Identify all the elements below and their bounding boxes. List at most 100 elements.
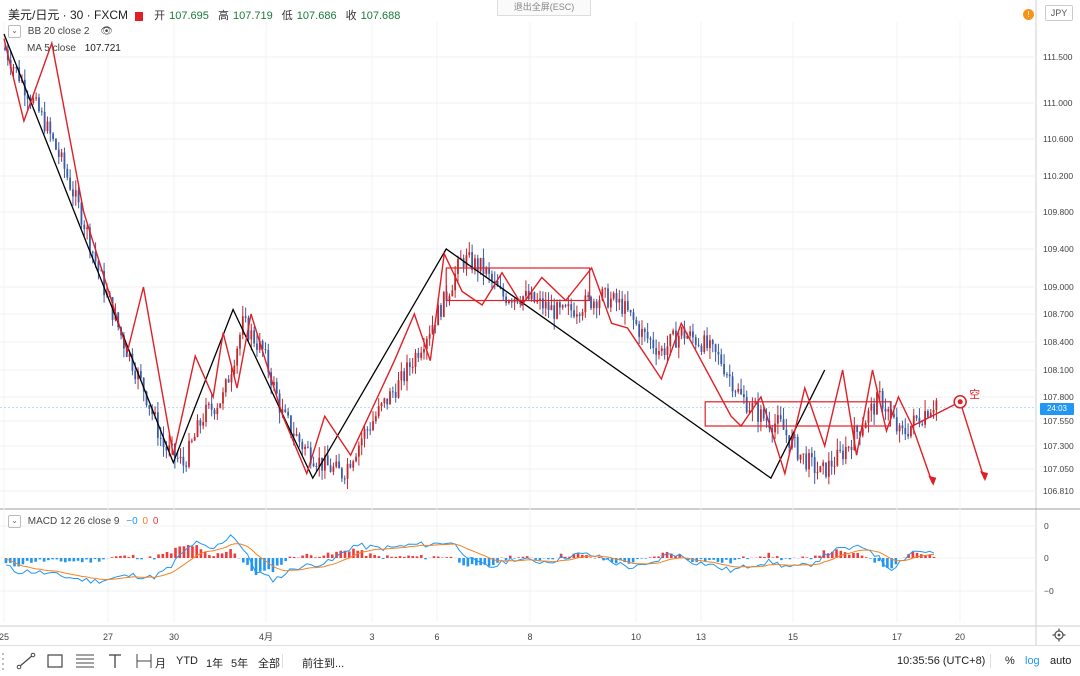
candle-body	[160, 438, 162, 439]
candle-body	[216, 408, 218, 414]
candle-body	[134, 371, 136, 379]
macd-histogram-bar	[725, 558, 728, 560]
macd-histogram-bar	[34, 558, 37, 562]
candle-body	[355, 457, 357, 462]
low-value: 107.686	[297, 10, 337, 22]
drag-handle-icon[interactable]	[0, 650, 12, 675]
time-tick-label: 4月	[259, 632, 273, 642]
period-5y[interactable]: 5年	[231, 655, 248, 671]
macd-histogram-bar	[784, 558, 787, 559]
candle-body	[477, 258, 479, 271]
ma-indicator-row[interactable]: MA 5 close 107.721	[8, 43, 121, 54]
macd-histogram-bar	[411, 556, 414, 558]
currency-label[interactable]: JPY	[1045, 5, 1073, 21]
candle-body	[924, 411, 926, 425]
candle-body	[381, 403, 383, 406]
period-1y[interactable]: 1年	[206, 655, 223, 671]
macd-histogram-bar	[140, 558, 143, 559]
candle-body	[550, 305, 552, 310]
text-tool-icon[interactable]	[106, 651, 124, 674]
candle-body	[197, 420, 199, 437]
macd-indicator-row[interactable]: ⌄ MACD 12 26 close 9 −0 0 0	[8, 515, 158, 528]
candle-body	[698, 345, 700, 346]
macd-value-2: 0	[142, 516, 148, 527]
macd-histogram-bar	[327, 553, 330, 558]
macd-histogram-bar	[115, 556, 118, 558]
bb-label: BB 20 close 2	[28, 26, 90, 37]
goto-button[interactable]: 前往到...	[302, 655, 344, 671]
macd-histogram-bar	[378, 556, 381, 558]
macd-histogram-bar	[407, 556, 410, 558]
macd-histogram-bar	[450, 557, 453, 558]
candle-body	[494, 281, 496, 282]
candle-body	[366, 429, 368, 430]
macd-histogram-bar	[873, 558, 876, 563]
macd-histogram-bar	[225, 552, 228, 558]
time-tick-label: 20	[955, 632, 965, 642]
macd-histogram-bar	[861, 556, 864, 558]
time-tick-label: 25	[0, 632, 9, 642]
alert-icon[interactable]: !	[1023, 9, 1034, 20]
eye-icon[interactable]: 👁	[100, 26, 113, 37]
price-tick-label: 110.200	[1043, 171, 1073, 181]
bb-indicator-row[interactable]: ⌄ BB 20 close 2 👁	[8, 25, 113, 38]
exit-fullscreen-button[interactable]: 退出全屏(ESC)	[497, 0, 591, 16]
candle-body	[480, 258, 482, 271]
chevron-down-icon[interactable]: ⌄	[8, 25, 21, 38]
chevron-down-icon[interactable]: ⌄	[8, 515, 21, 528]
flag-icon[interactable]	[135, 12, 143, 21]
candle-body	[848, 447, 850, 448]
period-ytd[interactable]: YTD	[176, 655, 198, 667]
measure-tool-icon[interactable]	[134, 651, 154, 674]
candle-body	[893, 414, 895, 417]
macd-histogram-bar	[242, 558, 245, 563]
candle-body	[349, 464, 351, 468]
candle-body	[47, 122, 49, 132]
candle-body	[760, 409, 762, 422]
period-all[interactable]: 全部	[258, 655, 280, 671]
macd-histogram-bar	[433, 556, 436, 558]
candle-body	[389, 391, 391, 404]
candle-body	[692, 331, 694, 337]
candle-body	[185, 465, 187, 466]
fib-tool-icon[interactable]	[74, 651, 96, 674]
candle-body	[400, 371, 402, 380]
candle-body	[75, 190, 77, 196]
macd-histogram-bar	[89, 558, 92, 563]
macd-histogram-bar	[68, 558, 71, 561]
candle-body	[182, 457, 184, 466]
macd-histogram-bar	[132, 555, 135, 558]
candle-body	[732, 376, 734, 391]
short-marker-dot	[958, 399, 963, 404]
macd-histogram-bar	[22, 558, 25, 564]
macd-histogram-bar	[174, 548, 177, 558]
log-toggle[interactable]: log	[1025, 655, 1040, 667]
macd-histogram-bar	[517, 557, 520, 558]
auto-toggle[interactable]: auto	[1050, 655, 1071, 667]
candle-body	[485, 269, 487, 274]
macd-histogram-bar	[801, 557, 804, 558]
rectangle-tool-icon[interactable]	[45, 651, 65, 674]
macd-value-1: −0	[126, 516, 137, 527]
macd-histogram-bar	[818, 556, 821, 558]
candle-body	[214, 410, 216, 414]
candle-body	[933, 410, 935, 413]
symbol-title[interactable]: 美元/日元 · 30 · FXCM	[8, 8, 128, 22]
candle-body	[800, 455, 802, 460]
arrow-line-down	[960, 402, 984, 478]
candle-body	[712, 340, 714, 344]
macd-histogram-bar	[369, 553, 372, 558]
macd-histogram-bar	[314, 557, 317, 558]
candle-body	[743, 394, 745, 397]
candle-body	[208, 404, 210, 405]
period-month[interactable]: 月	[155, 655, 166, 671]
clock-display[interactable]: 10:35:56 (UTC+8)	[897, 655, 985, 667]
trendline-tool-icon[interactable]	[16, 651, 36, 674]
macd-histogram-bar	[534, 558, 537, 560]
close-value: 107.688	[361, 10, 401, 22]
candle-body	[32, 98, 34, 103]
candle-body	[432, 325, 434, 334]
percent-toggle[interactable]: %	[1005, 655, 1015, 667]
macd-tick-label: 0	[1044, 521, 1049, 531]
gear-icon[interactable]	[1052, 628, 1066, 642]
